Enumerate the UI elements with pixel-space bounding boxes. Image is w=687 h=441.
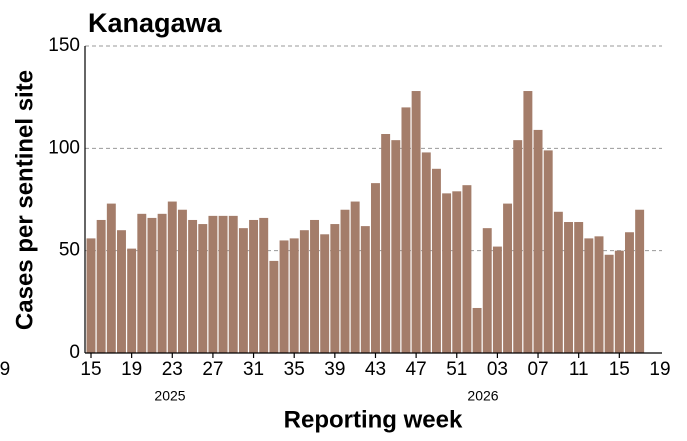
year-label: 2025 bbox=[154, 388, 185, 404]
x-tick-label: 35 bbox=[284, 359, 305, 380]
bar bbox=[310, 219, 319, 353]
chart-title: Kanagawa bbox=[88, 8, 223, 38]
bar bbox=[574, 222, 584, 353]
bar bbox=[157, 213, 167, 353]
bar bbox=[523, 91, 533, 353]
x-tick-label: 23 bbox=[162, 359, 183, 380]
bar bbox=[625, 232, 634, 353]
bar bbox=[177, 209, 187, 353]
x-tick-label: 11 bbox=[569, 359, 589, 380]
bar bbox=[452, 191, 462, 353]
bar bbox=[411, 91, 421, 353]
bar bbox=[635, 209, 645, 353]
bar bbox=[238, 228, 248, 353]
bar bbox=[391, 140, 401, 353]
year-label: 2026 bbox=[467, 388, 498, 404]
bar bbox=[86, 238, 96, 353]
x-tick-label: 07 bbox=[527, 359, 548, 380]
bar bbox=[188, 219, 198, 353]
bar bbox=[564, 222, 573, 353]
bar bbox=[513, 140, 523, 353]
bar bbox=[106, 203, 116, 353]
bar bbox=[381, 134, 391, 353]
bar bbox=[198, 224, 208, 353]
x-tick-label: 19 bbox=[649, 359, 670, 380]
x-tick-label: 31 bbox=[243, 359, 264, 380]
bar bbox=[360, 226, 370, 353]
bar bbox=[604, 254, 614, 353]
bar bbox=[371, 183, 380, 353]
x-tick-label: 43 bbox=[365, 359, 386, 380]
bar bbox=[167, 201, 177, 353]
bar bbox=[289, 238, 299, 353]
bar bbox=[320, 234, 330, 353]
bar bbox=[594, 236, 604, 353]
bar bbox=[218, 215, 228, 353]
bar bbox=[208, 215, 218, 353]
bar bbox=[421, 152, 431, 353]
x-tick-label: 27 bbox=[202, 359, 223, 380]
bar bbox=[614, 250, 624, 353]
bar bbox=[137, 213, 147, 353]
bar bbox=[401, 107, 411, 354]
bar bbox=[472, 307, 482, 353]
y-axis-label: Cases per sentinel site bbox=[11, 70, 38, 330]
y-tick-label: 50 bbox=[59, 240, 80, 261]
x-tick-label: 39 bbox=[324, 359, 345, 380]
bar bbox=[299, 230, 309, 353]
bar bbox=[96, 219, 106, 353]
y-tick-label: 150 bbox=[48, 35, 80, 56]
bar bbox=[503, 203, 513, 353]
bar bbox=[269, 260, 279, 353]
x-tick-label: 47 bbox=[406, 359, 427, 380]
bar bbox=[127, 248, 137, 353]
bar bbox=[117, 230, 126, 353]
x-tick-label: 19 bbox=[121, 359, 142, 380]
bar bbox=[431, 168, 441, 353]
bar bbox=[482, 228, 492, 353]
y-tick-label: 0 bbox=[69, 342, 80, 363]
bar bbox=[228, 215, 238, 353]
bar bbox=[553, 211, 563, 353]
bar bbox=[350, 201, 360, 353]
bar bbox=[533, 129, 543, 353]
bar bbox=[462, 185, 472, 353]
bar bbox=[249, 219, 259, 353]
bar bbox=[259, 217, 269, 353]
bar bbox=[492, 246, 502, 353]
bar bbox=[543, 150, 553, 353]
y-tick-label: 100 bbox=[48, 137, 80, 158]
x-tick-label: 15 bbox=[80, 359, 101, 380]
bar bbox=[147, 217, 157, 353]
bar bbox=[584, 238, 594, 353]
x-axis-label: Reporting week bbox=[284, 406, 463, 433]
x-tick-label: 51 bbox=[446, 359, 467, 380]
bar bbox=[279, 240, 289, 353]
bar bbox=[330, 224, 340, 353]
bar bbox=[340, 209, 350, 353]
x-tick-label: 03 bbox=[487, 359, 508, 380]
x-tick-label: 15 bbox=[609, 359, 630, 380]
bar bbox=[442, 193, 452, 353]
x-tick-label: 19 bbox=[0, 359, 10, 380]
